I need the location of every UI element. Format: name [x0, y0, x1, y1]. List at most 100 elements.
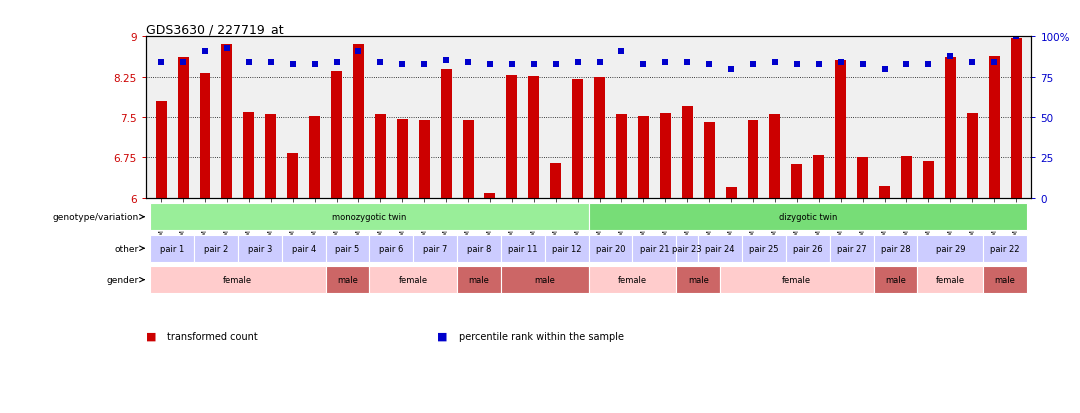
Bar: [507, 76, 517, 198]
Bar: [485, 194, 496, 198]
Bar: [309, 116, 320, 198]
Point: [723, 66, 740, 73]
Point: [459, 59, 476, 66]
Point: [1008, 34, 1025, 40]
Bar: [221, 45, 232, 198]
Text: genotype/variation: genotype/variation: [53, 213, 139, 222]
Bar: [156, 102, 166, 198]
Point: [635, 61, 652, 68]
Bar: [150, 267, 325, 293]
Bar: [967, 114, 977, 198]
Bar: [945, 57, 956, 198]
Text: monozygotic twin: monozygotic twin: [333, 213, 406, 222]
Text: pair 23: pair 23: [673, 244, 702, 253]
Point: [569, 59, 586, 66]
Point: [482, 61, 499, 68]
Bar: [917, 235, 983, 262]
Point: [328, 59, 346, 66]
Bar: [901, 157, 912, 198]
Text: pair 5: pair 5: [336, 244, 360, 253]
Bar: [676, 235, 698, 262]
Text: pair 29: pair 29: [935, 244, 966, 253]
Text: female: female: [618, 275, 647, 285]
Point: [963, 59, 981, 66]
Text: pair 27: pair 27: [837, 244, 866, 253]
Point: [942, 53, 959, 60]
Text: transformed count: transformed count: [167, 331, 258, 341]
Point: [612, 48, 630, 55]
Bar: [726, 188, 737, 198]
Text: male: male: [995, 275, 1015, 285]
Point: [985, 59, 1002, 66]
Bar: [786, 235, 829, 262]
Point: [767, 59, 784, 66]
Bar: [829, 235, 874, 262]
Bar: [287, 154, 298, 198]
Bar: [792, 165, 802, 198]
Text: pair 3: pair 3: [247, 244, 272, 253]
Bar: [414, 235, 457, 262]
Text: female: female: [224, 275, 253, 285]
Text: pair 21: pair 21: [639, 244, 670, 253]
Text: dizygotic twin: dizygotic twin: [779, 213, 837, 222]
Point: [897, 61, 915, 68]
Bar: [874, 235, 917, 262]
Bar: [917, 267, 983, 293]
Text: pair 2: pair 2: [204, 244, 228, 253]
Point: [503, 61, 521, 68]
Bar: [332, 72, 342, 198]
Point: [854, 61, 872, 68]
Bar: [742, 235, 786, 262]
Point: [876, 66, 893, 73]
Bar: [375, 115, 386, 198]
Bar: [528, 77, 539, 198]
Bar: [983, 267, 1027, 293]
Point: [548, 61, 565, 68]
Point: [701, 61, 718, 68]
Text: male: male: [337, 275, 357, 285]
Bar: [501, 235, 544, 262]
Text: pair 7: pair 7: [423, 244, 447, 253]
Text: percentile rank within the sample: percentile rank within the sample: [459, 331, 624, 341]
Text: gender: gender: [107, 275, 139, 285]
Text: pair 24: pair 24: [705, 244, 734, 253]
Text: male: male: [688, 275, 708, 285]
Bar: [616, 115, 627, 198]
Bar: [194, 235, 238, 262]
Bar: [983, 235, 1027, 262]
Bar: [544, 235, 589, 262]
Point: [284, 61, 301, 68]
Bar: [769, 115, 781, 198]
Bar: [419, 121, 430, 198]
Bar: [589, 204, 1027, 230]
Text: pair 6: pair 6: [379, 244, 404, 253]
Point: [657, 59, 674, 66]
Bar: [720, 267, 874, 293]
Bar: [572, 80, 583, 198]
Point: [175, 59, 192, 66]
Text: female: female: [935, 275, 964, 285]
Bar: [633, 235, 676, 262]
Text: female: female: [782, 275, 811, 285]
Bar: [369, 235, 414, 262]
Point: [810, 61, 827, 68]
Text: pair 26: pair 26: [793, 244, 823, 253]
Text: ■: ■: [437, 331, 448, 341]
Bar: [660, 114, 671, 198]
Bar: [177, 57, 189, 198]
Text: pair 12: pair 12: [552, 244, 581, 253]
Bar: [589, 235, 633, 262]
Text: pair 20: pair 20: [596, 244, 625, 253]
Point: [262, 59, 280, 66]
Bar: [681, 107, 692, 198]
Bar: [988, 57, 1000, 198]
Text: female: female: [399, 275, 428, 285]
Bar: [501, 267, 589, 293]
Point: [591, 59, 608, 66]
Text: male: male: [885, 275, 906, 285]
Bar: [704, 123, 715, 198]
Bar: [325, 235, 369, 262]
Point: [832, 59, 849, 66]
Text: pair 22: pair 22: [990, 244, 1020, 253]
Bar: [835, 61, 846, 198]
